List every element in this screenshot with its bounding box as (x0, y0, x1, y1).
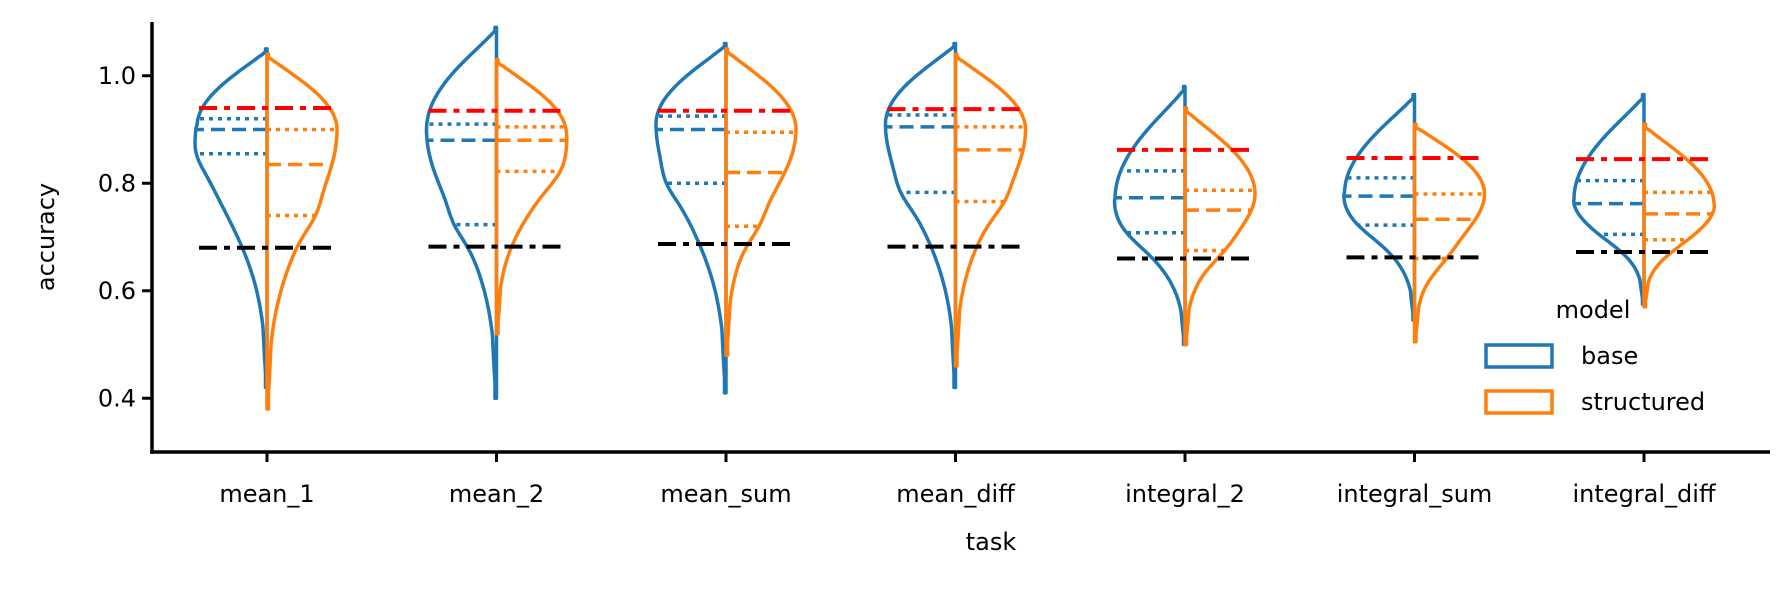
plot-area (193, 25, 1717, 411)
violin-base-mean_diff (883, 41, 958, 390)
legend: model base structured (1484, 296, 1705, 416)
x-tick-label: mean_2 (449, 480, 544, 508)
y-tick-label: 0.6 (98, 277, 136, 305)
violin-structured-mean_sum (724, 47, 798, 358)
axes: 0.4 0.6 0.8 1.0 mean_1 mean_2 mean_sum mean_di… (32, 22, 1770, 556)
x-tick-label: mean_diff (896, 480, 1015, 508)
violin-base-mean_sum (654, 41, 728, 395)
violin-base-integral_2 (1112, 84, 1187, 347)
violin-base-integral_sum (1342, 92, 1417, 323)
x-tick-label: mean_1 (219, 480, 314, 508)
x-tick-label: integral_diff (1573, 480, 1716, 508)
x-tick-label: integral_sum (1337, 480, 1493, 508)
x-tick-label: mean_sum (660, 480, 791, 508)
x-tick-label: integral_2 (1125, 480, 1245, 508)
legend-swatch-base (1484, 343, 1554, 369)
violin-structured-integral_2 (1183, 106, 1257, 347)
legend-swatch-structured (1484, 389, 1554, 415)
violin-structured-mean_diff (953, 52, 1028, 368)
violin-base-integral_diff (1571, 92, 1646, 306)
x-axis-label: task (966, 528, 1017, 556)
y-tick-label: 1.0 (98, 62, 136, 90)
y-tick-label: 0.4 (98, 384, 136, 412)
y-ticks: 0.4 0.6 0.8 1.0 (98, 62, 152, 412)
legend-label-base: base (1581, 342, 1638, 370)
violin-structured-mean_2 (494, 57, 569, 336)
violin-base-mean_1 (193, 47, 269, 390)
x-ticks: mean_1 mean_2 mean_sum mean_diff integral_2 i… (219, 452, 1716, 508)
y-axis-label: accuracy (32, 183, 60, 291)
violin-base-mean_2 (424, 25, 499, 401)
legend-label-structured: structured (1581, 388, 1705, 416)
y-tick-label: 0.8 (98, 169, 136, 197)
legend-title: model (1556, 296, 1631, 324)
